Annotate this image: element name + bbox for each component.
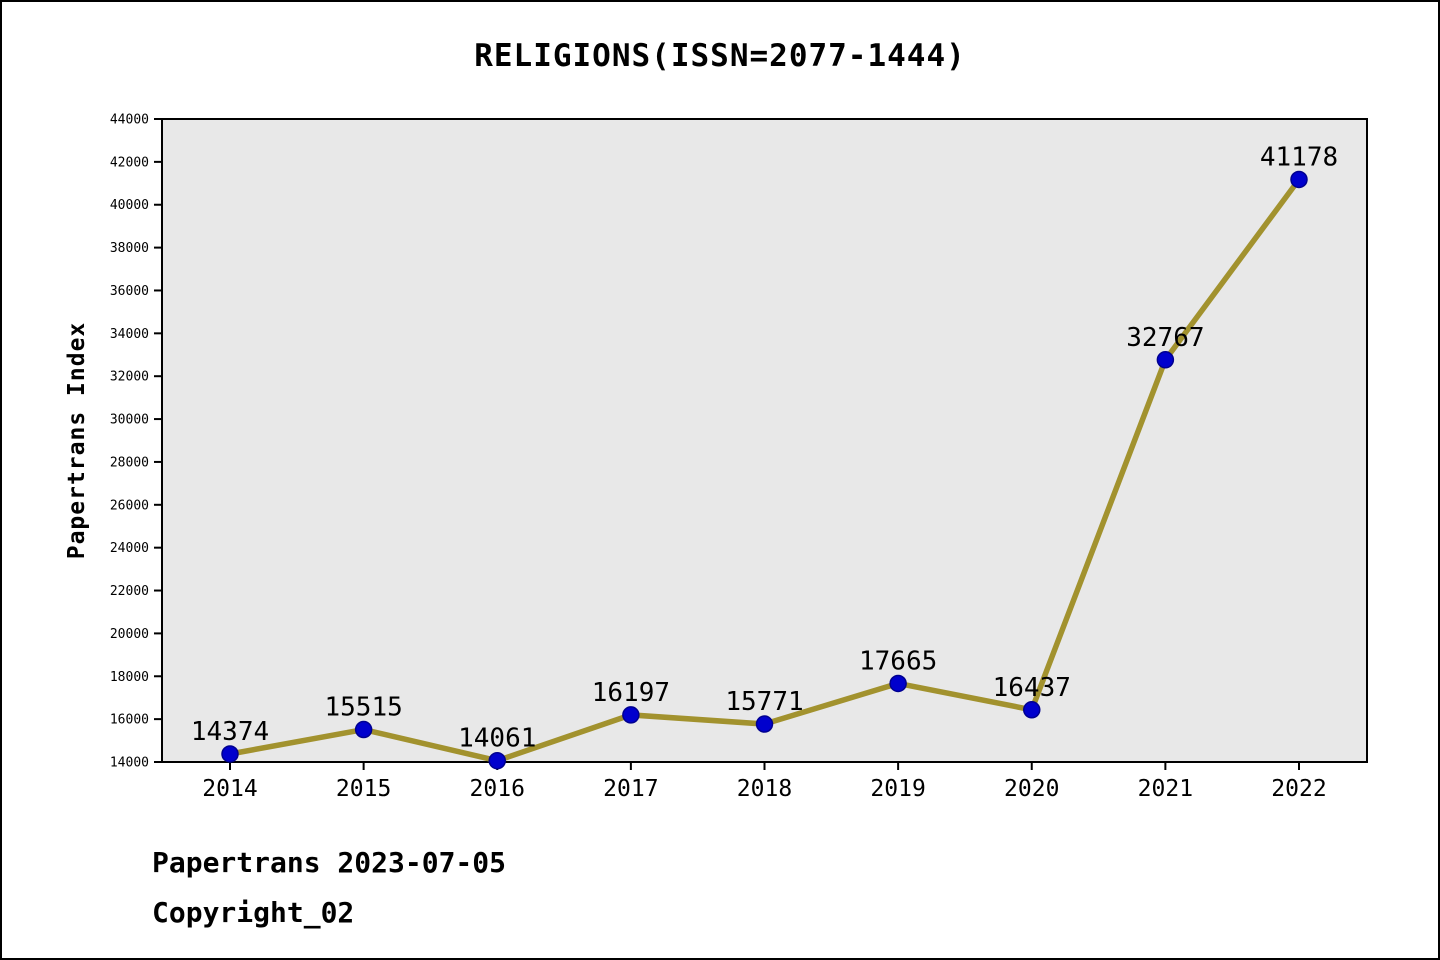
x-tick-label: 2015 [336, 776, 391, 802]
y-tick-label: 24000 [110, 541, 149, 556]
footer-copyright: Copyright_02 [152, 896, 355, 929]
y-tick-label: 44000 [110, 113, 149, 128]
data-point [354, 720, 373, 739]
plot-area [161, 118, 1368, 763]
y-tick-label: 20000 [110, 627, 149, 642]
y-tick-label: 22000 [110, 584, 149, 599]
data-point-label: 41178 [1260, 142, 1338, 172]
x-tick-label: 2014 [202, 776, 257, 802]
y-tick-label: 38000 [110, 241, 149, 256]
x-tick-label: 2020 [1004, 776, 1059, 802]
data-point [221, 745, 239, 763]
chart-footer: Papertrans 2023-07-05 Copyright_02 [152, 838, 506, 938]
y-tick-label: 32000 [110, 370, 149, 385]
data-point-label: 16197 [592, 678, 670, 708]
y-tick-label: 26000 [110, 498, 149, 513]
data-point-label: 32767 [1126, 323, 1204, 353]
data-point [1156, 351, 1175, 369]
y-tick-label: 18000 [110, 670, 149, 685]
y-tick-label: 34000 [110, 327, 149, 342]
x-tick-label: 2021 [1138, 776, 1193, 802]
x-tick-label: 2018 [737, 776, 792, 802]
y-tick-label: 16000 [110, 713, 149, 728]
data-point [1290, 170, 1308, 189]
data-point [622, 706, 640, 724]
y-tick-label: 40000 [110, 198, 149, 213]
data-point-label: 16437 [993, 673, 1071, 703]
data-point-label: 15771 [725, 687, 803, 717]
y-tick-label: 36000 [110, 284, 149, 299]
data-point-label: 14061 [458, 724, 536, 754]
data-point [488, 751, 506, 770]
footer-source-date: Papertrans 2023-07-05 [152, 846, 507, 879]
x-tick-label: 2016 [470, 776, 525, 802]
x-tick-label: 2019 [870, 776, 925, 802]
y-tick-label: 30000 [110, 413, 149, 428]
x-tick-label: 2017 [603, 776, 658, 802]
y-axis-title: Papertrans Index [64, 322, 90, 560]
chart-title: RELIGIONS(ISSN=2077-1444) [474, 38, 966, 74]
x-tick-label: 2022 [1271, 776, 1326, 802]
data-point-label: 15515 [324, 693, 402, 723]
data-point [1023, 701, 1041, 719]
data-point [889, 674, 907, 693]
data-point-label: 17665 [859, 646, 937, 676]
data-point [755, 715, 774, 733]
data-point-label: 14374 [191, 717, 269, 747]
y-tick-label: 42000 [110, 155, 149, 170]
y-tick-label: 28000 [110, 455, 149, 470]
y-tick-label: 14000 [110, 756, 149, 771]
